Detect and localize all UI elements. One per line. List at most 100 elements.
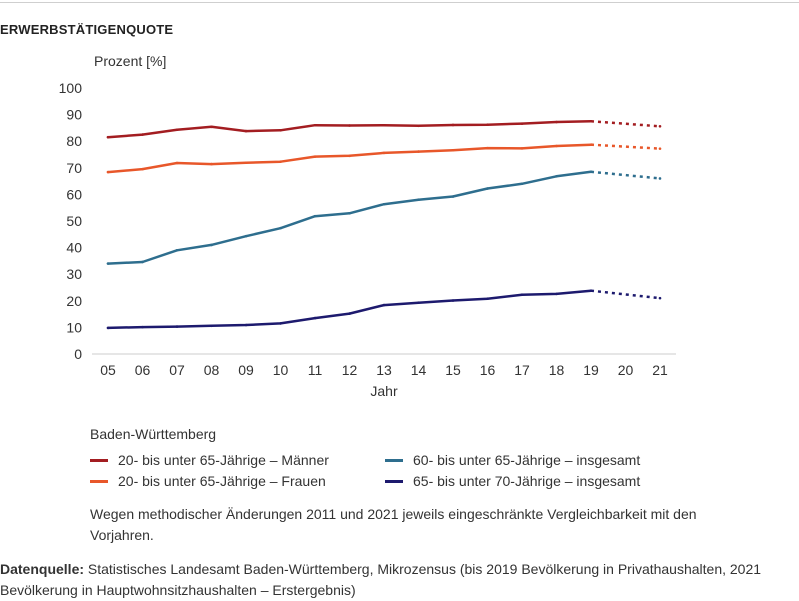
data-point-2 (555, 175, 558, 178)
x-tick-label: 20 (618, 362, 634, 378)
data-point-1 (279, 160, 282, 163)
data-point-2 (589, 170, 593, 174)
data-point-1 (175, 161, 179, 165)
x-tick-label: 05 (100, 362, 116, 378)
series-dashed-3 (590, 289, 661, 300)
legend-swatch-65-70 (385, 479, 403, 483)
y-tick-label: 80 (66, 133, 82, 149)
data-source-label: Datenquelle: (0, 561, 85, 577)
data-point-1 (106, 170, 110, 174)
data-point-1 (589, 143, 593, 146)
series-line-1 (106, 143, 593, 174)
data-point-2 (106, 262, 110, 265)
x-tick-label: 19 (583, 362, 599, 378)
data-point-2 (313, 214, 317, 218)
data-point-1 (382, 151, 386, 155)
data-point-1 (520, 147, 524, 150)
data-point-0 (175, 128, 179, 132)
legend-swatch-maenner (90, 458, 108, 462)
data-point-0 (348, 124, 351, 127)
series-dashed-2 (590, 170, 661, 180)
x-tick-label: 07 (169, 362, 185, 378)
data-point-2 (348, 211, 351, 215)
legend-swatch-60-65 (385, 458, 403, 462)
data-point-1 (348, 154, 351, 158)
x-tick-label: 12 (342, 362, 358, 378)
data-source-text: Statistisches Landesamt Baden-Württember… (0, 561, 762, 598)
legend-label-60-65: 60- bis unter 65-Jährige – insgesamt (413, 452, 641, 468)
y-tick-label: 60 (66, 186, 82, 202)
y-tick-label: 50 (66, 213, 82, 229)
legend-swatch-frauen (90, 479, 108, 483)
y-tick-label: 0 (74, 346, 82, 362)
data-point-3 (382, 303, 386, 307)
x-tick-label: 14 (411, 362, 427, 378)
data-point-0 (589, 119, 593, 123)
data-point-2 (451, 195, 455, 198)
data-point-2 (382, 202, 386, 206)
data-point-1 (417, 150, 420, 153)
y-tick-label: 20 (66, 293, 82, 309)
data-point-1 (451, 148, 455, 152)
data-point-2 (417, 198, 420, 202)
data-point-3 (589, 289, 593, 292)
x-tick-label: 08 (204, 362, 220, 378)
data-point-1 (486, 146, 489, 150)
legend-item-65-70: 65- bis unter 70-Jährige – insgesamt (385, 473, 640, 489)
data-point-0 (382, 123, 386, 127)
data-point-0 (520, 122, 524, 125)
data-point-3 (348, 312, 351, 315)
y-axis-label: Prozent [%] (94, 53, 166, 69)
x-tick-label: 10 (273, 362, 289, 378)
legend-label-65-70: 65- bis unter 70-Jährige – insgesamt (413, 473, 641, 489)
data-point-0 (417, 124, 420, 128)
legend-item-60-65: 60- bis unter 65-Jährige – insgesamt (385, 452, 640, 468)
data-point-3 (486, 297, 489, 300)
data-point-1 (658, 147, 662, 150)
series-line-0 (106, 120, 593, 139)
data-point-1 (210, 162, 213, 166)
data-point-3 (417, 301, 420, 304)
data-source: Datenquelle: Statistisches Landesamt Bad… (0, 559, 790, 601)
top-divider (0, 2, 799, 3)
data-point-3 (313, 316, 317, 320)
x-tick-label: 21 (652, 362, 668, 378)
x-tick-label: 15 (445, 362, 461, 378)
data-point-0 (486, 123, 489, 127)
data-point-1 (244, 161, 248, 165)
data-point-3 (555, 292, 558, 296)
legend-label-maenner: 20- bis unter 65-Jährige – Männer (118, 452, 329, 468)
region-label: Baden-Württemberg (90, 426, 217, 442)
data-point-2 (210, 243, 213, 247)
data-point-3 (210, 324, 213, 328)
data-point-3 (520, 293, 524, 296)
data-point-3 (451, 299, 455, 302)
data-point-2 (520, 182, 524, 186)
x-axis-label: Jahr (370, 383, 398, 399)
data-point-1 (141, 167, 144, 171)
x-tick-label: 06 (135, 362, 151, 378)
legend-item-frauen: 20- bis unter 65-Jährige – Frauen (90, 473, 326, 489)
data-point-3 (658, 296, 662, 300)
y-tick-label: 100 (59, 80, 83, 96)
series-line-3 (106, 289, 593, 330)
x-tick-label: 13 (376, 362, 392, 378)
data-point-2 (279, 226, 282, 230)
x-tick-label: 17 (514, 362, 530, 378)
data-point-0 (210, 125, 213, 129)
data-point-1 (555, 144, 558, 148)
y-tick-label: 30 (66, 266, 82, 282)
data-point-3 (244, 323, 248, 327)
x-tick-label: 16 (480, 362, 496, 378)
data-point-0 (451, 123, 455, 127)
data-point-2 (486, 187, 489, 190)
x-tick-label: 09 (238, 362, 254, 378)
data-point-1 (313, 155, 317, 158)
legend-label-frauen: 20- bis unter 65-Jährige – Frauen (118, 473, 326, 489)
line-chart: Prozent [%] 0 10 20 30 40 50 60 70 80 90 100 05 06 07 0… (59, 53, 676, 399)
data-point-3 (106, 326, 110, 330)
y-tick-label: 90 (66, 107, 82, 123)
data-point-2 (658, 177, 662, 180)
data-point-0 (658, 125, 662, 128)
series-dashed-0 (590, 120, 661, 128)
